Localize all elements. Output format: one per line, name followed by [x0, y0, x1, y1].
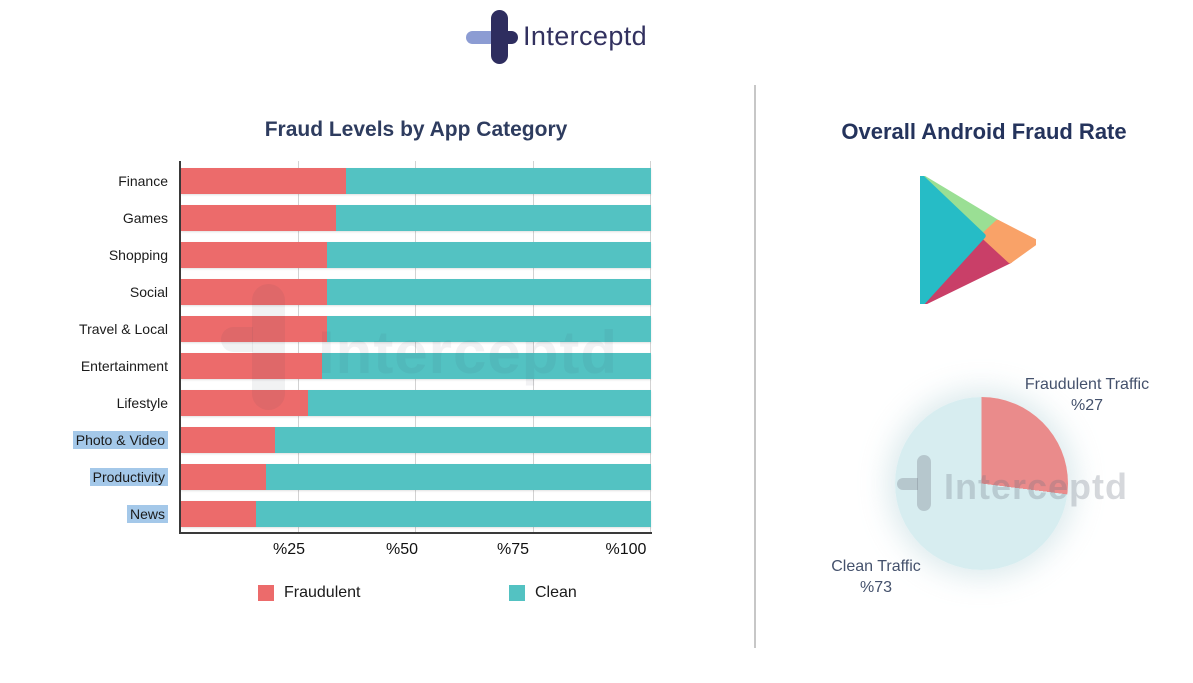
gridline-100	[650, 161, 651, 533]
legend-label-clean: Clean	[535, 584, 577, 601]
x-tick-label: %100	[605, 541, 647, 558]
logo-text: Interceptd	[523, 21, 648, 51]
bar-segment-fraudulent	[181, 501, 257, 527]
category-label: Social	[129, 284, 168, 300]
logo-plus-right-arm-icon	[506, 31, 518, 44]
gridline-75	[533, 161, 534, 533]
category-label: Games	[122, 210, 168, 226]
bar-segment-fraudulent	[181, 242, 327, 268]
legend-swatch-fraudulent	[258, 585, 274, 601]
category-label: Photo & Video	[0, 431, 168, 449]
bar-segment-clean	[326, 242, 651, 268]
legend-swatch-clean	[509, 585, 525, 601]
gridline-50	[415, 161, 416, 533]
category-label: Travel & Local	[79, 321, 168, 337]
bar-row	[181, 279, 651, 305]
bar-segment-fraudulent	[181, 427, 275, 453]
section-divider	[754, 85, 756, 648]
bar-segment-clean	[256, 501, 651, 527]
category-label: Lifestyle	[116, 395, 168, 411]
bar-segment-fraudulent	[181, 353, 322, 379]
x-tick-label: %75	[496, 541, 530, 558]
bar-row	[181, 501, 651, 527]
bar-segment-clean	[322, 353, 651, 379]
gridline-25	[298, 161, 299, 533]
category-label: Shopping	[108, 247, 168, 263]
bar-segment-clean	[336, 205, 651, 231]
bar-segment-fraudulent	[181, 279, 327, 305]
x-axis-line	[179, 532, 652, 534]
bar-segment-fraudulent	[181, 316, 327, 342]
bar-segment-clean	[326, 316, 651, 342]
bar-segment-fraudulent	[181, 168, 346, 194]
pie-chart-title: Overall Android Fraud Rate	[841, 119, 1127, 144]
bar-row	[181, 427, 651, 453]
bar-segment-clean	[326, 279, 651, 305]
bar-segment-fraudulent	[181, 390, 308, 416]
bar-row	[181, 205, 651, 231]
bar-segment-clean	[275, 427, 651, 453]
google-play-icon	[920, 176, 1036, 304]
bar-segment-fraudulent	[181, 464, 266, 490]
category-label: Finance	[118, 173, 168, 189]
bar-row	[181, 390, 651, 416]
category-label: Entertainment	[80, 358, 168, 374]
bar-row	[181, 242, 651, 268]
logo-plus-vertical-bar-icon	[491, 10, 508, 64]
bar-segment-fraudulent	[181, 205, 337, 231]
x-tick-label: %25	[272, 541, 306, 558]
y-axis-line	[179, 161, 181, 533]
bar-chart-title: Fraud Levels by App Category	[264, 118, 568, 141]
legend-label-fraudulent: Fraudulent	[284, 584, 361, 601]
bar-segment-clean	[307, 390, 651, 416]
category-label: Productivity	[0, 468, 168, 486]
bar-row	[181, 353, 651, 379]
pie-label-fraudulent: Fraudulent Traffic %27	[1024, 376, 1150, 414]
x-tick-label: %50	[385, 541, 419, 558]
bar-row	[181, 168, 651, 194]
category-label: News	[0, 505, 168, 523]
bar-segment-clean	[345, 168, 651, 194]
bar-segment-clean	[265, 464, 651, 490]
bar-row	[181, 316, 651, 342]
logo-plus-left-arm-icon	[466, 31, 492, 44]
pie-label-clean: Clean Traffic %73	[831, 558, 921, 596]
bar-row	[181, 464, 651, 490]
pie	[895, 397, 1068, 570]
